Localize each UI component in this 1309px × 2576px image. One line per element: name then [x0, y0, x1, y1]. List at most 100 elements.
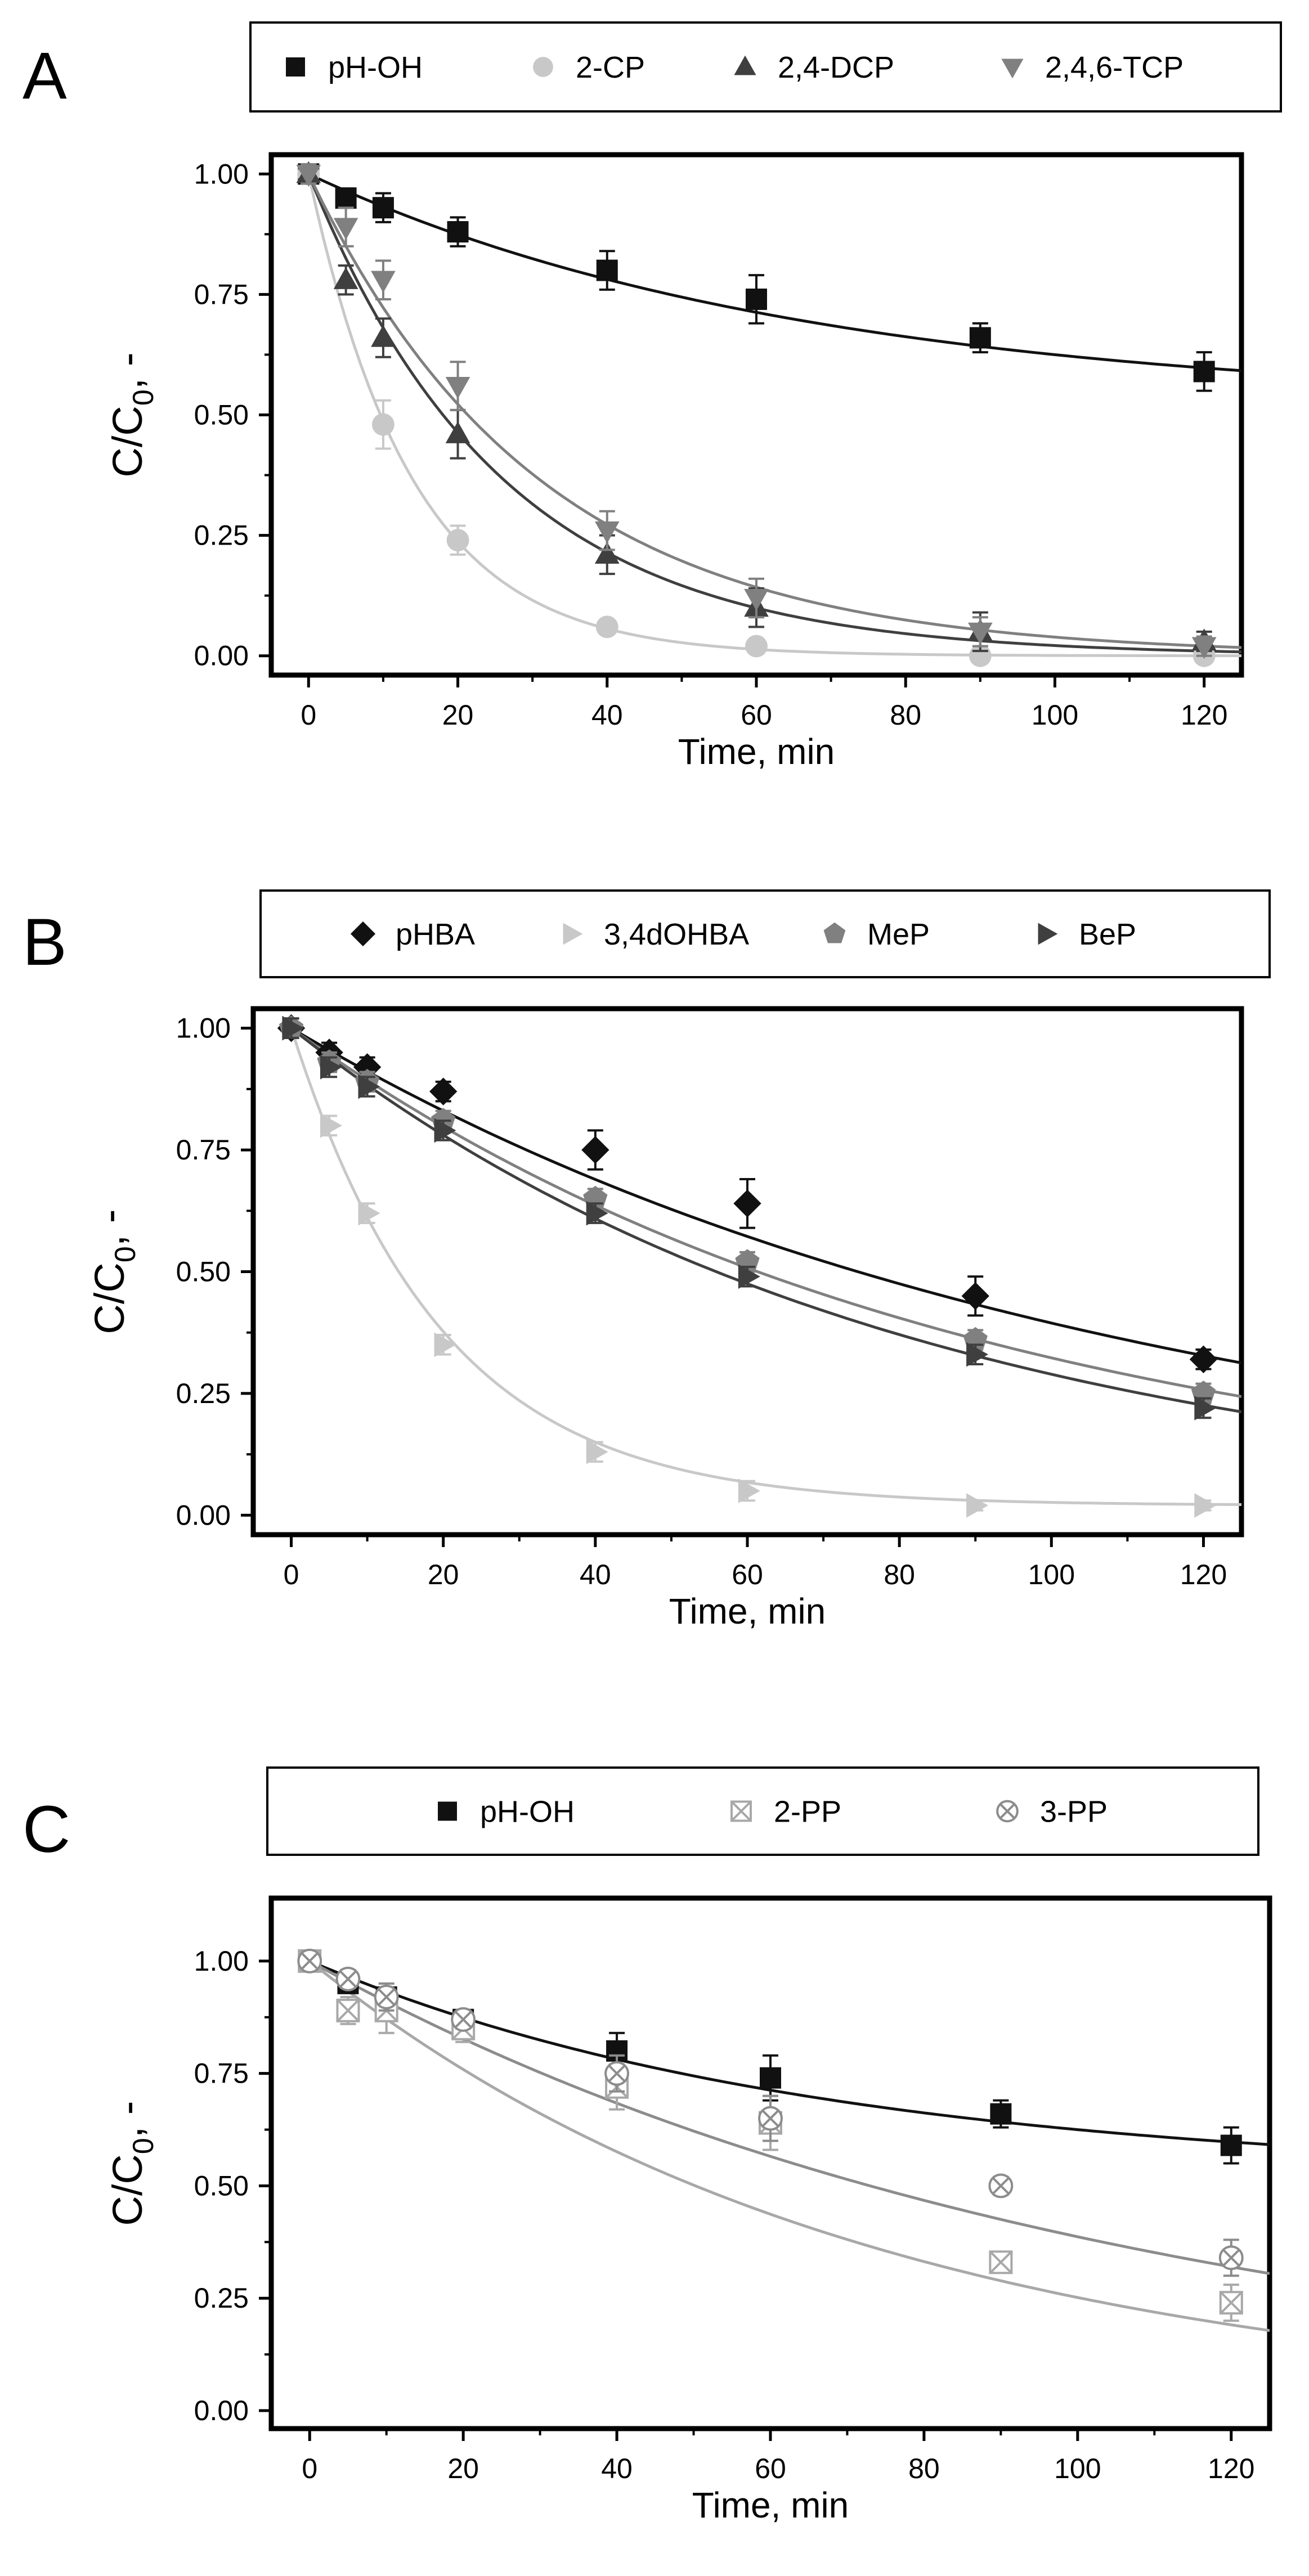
data-point-ph-oh [990, 2103, 1012, 2125]
x-tick-label: 60 [755, 2453, 786, 2484]
x-tick-label: 80 [890, 699, 921, 731]
data-point-2-4-6-tcp [744, 588, 769, 611]
data-point-2-4-dcp [333, 267, 358, 289]
legend-label-2-4-dcp: 2,4-DCP [778, 51, 894, 84]
data-point-bep [320, 1055, 342, 1080]
y-tick-label: 0.25 [194, 2282, 249, 2314]
legend-box [259, 889, 1271, 978]
data-point-2-4-6-tcp [371, 271, 396, 293]
y-axis-title-main: C/C [86, 1262, 133, 1334]
data-point-2-4-6-tcp [967, 622, 993, 645]
x-tick-label: 100 [1032, 699, 1078, 731]
data-point-2-pp [1219, 2291, 1243, 2315]
y-tick-label: 0.00 [176, 1499, 231, 1531]
panel-label: B [23, 905, 67, 979]
y-tick-label: 1.00 [176, 1013, 231, 1044]
legend-marker-ph-oh [286, 57, 305, 77]
legend-label-3-pp: 3-PP [1040, 1795, 1108, 1829]
data-point-ph-oh [969, 327, 991, 349]
x-tick-label: 20 [447, 2453, 479, 2484]
legend-label-3-4dohba: 3,4dOHBA [604, 918, 749, 951]
legend-label-2-cp: 2-CP [576, 51, 645, 84]
data-point-ph-oh [746, 288, 767, 310]
data-point-ph-oh [760, 2067, 781, 2089]
legend-label-phba: pHBA [396, 918, 475, 951]
x-tick-label: 80 [908, 2453, 940, 2484]
x-tick-label: 120 [1208, 2453, 1254, 2484]
x-tick-label: 40 [580, 1559, 611, 1590]
y-tick-label: 0.25 [194, 520, 249, 551]
data-point-ph-oh [1220, 2134, 1242, 2156]
data-point-3-pp [1218, 2245, 1244, 2271]
y-axis-title-tail: , - [104, 352, 151, 389]
legend-marker-2-4-6-tcp [1001, 59, 1024, 79]
legend-marker-mep [823, 922, 846, 943]
x-axis-title: Time, min [669, 1591, 826, 1631]
x-axis-title: Time, min [692, 2485, 849, 2525]
legend-marker-2-cp [533, 57, 553, 77]
x-tick-label: 40 [601, 2453, 633, 2484]
legend-marker-ph-oh [438, 1801, 457, 1821]
data-point-2-4-6-tcp [333, 218, 358, 240]
data-point-2-4-6-tcp [296, 165, 321, 187]
x-tick-label: 100 [1054, 2453, 1101, 2484]
data-point-bep [282, 1015, 304, 1041]
data-point-phba [429, 1077, 458, 1105]
y-axis-title-subscript: 0 [127, 2138, 160, 2154]
data-point-bep [358, 1074, 380, 1099]
y-axis-title-subscript: 0 [109, 1246, 142, 1262]
x-tick-label: 20 [428, 1559, 459, 1590]
x-tick-label: 100 [1028, 1559, 1075, 1590]
y-axis-title: C/C0, - [86, 1209, 142, 1334]
y-tick-label: 1.00 [194, 158, 249, 190]
data-point-2-4-6-tcp [1191, 637, 1217, 659]
data-point-3-4dohba [586, 1439, 608, 1464]
legend-label-bep: BeP [1079, 918, 1136, 951]
y-tick-label: 0.75 [194, 278, 249, 310]
data-point-3-pp [758, 2106, 783, 2131]
y-tick-label: 0.50 [194, 399, 249, 431]
y-axis-title-main: C/C [104, 2154, 151, 2226]
x-tick-label: 0 [284, 1559, 299, 1590]
data-point-3-4dohba [358, 1201, 380, 1226]
legend-marker-phba [350, 921, 376, 947]
data-point-ph-oh [447, 221, 469, 243]
data-point-3-pp [451, 2007, 476, 2032]
x-tick-label: 120 [1181, 699, 1227, 731]
svg-text:C/C0, -: C/C0, - [104, 352, 160, 477]
legend-marker-2-4-dcp [734, 55, 756, 75]
y-tick-label: 0.50 [176, 1256, 231, 1288]
data-point-bep [738, 1264, 760, 1289]
data-point-2-4-dcp [445, 421, 470, 443]
fit-curve-2-pp [308, 1959, 1270, 2332]
legend-marker-bep [1038, 923, 1058, 945]
x-tick-label: 80 [884, 1559, 915, 1590]
fit-curve-3-4dohba [290, 1027, 1241, 1506]
svg-text:C/C0, -: C/C0, - [104, 2101, 160, 2226]
y-tick-label: 0.75 [176, 1134, 231, 1166]
legend-label-mep: MeP [867, 918, 930, 951]
x-tick-label: 60 [732, 1559, 763, 1590]
legend-box [249, 21, 1282, 113]
data-point-2-4-dcp [371, 325, 396, 347]
y-tick-label: 0.75 [194, 2058, 249, 2089]
legend-label-2-pp: 2-PP [774, 1795, 841, 1829]
legend-box [266, 1766, 1259, 1856]
data-point-3-pp [374, 1984, 399, 2009]
data-point-ph-oh [335, 187, 357, 209]
data-point-phba [733, 1189, 761, 1217]
data-point-2-pp [989, 2250, 1013, 2274]
x-tick-label: 40 [591, 699, 623, 731]
data-point-2-cp [595, 615, 618, 639]
data-point-3-4dohba [966, 1493, 989, 1518]
fit-curve-bep [290, 1027, 1241, 1414]
data-point-3-pp [335, 1966, 361, 1991]
legend-label-ph-oh: pH-OH [480, 1795, 575, 1829]
data-point-2-cp [446, 529, 469, 552]
y-axis-title: C/C0, - [104, 352, 160, 477]
data-point-2-cp [371, 413, 395, 436]
data-point-2-4-6-tcp [594, 521, 620, 543]
legend-marker-2-pp [730, 1800, 752, 1822]
